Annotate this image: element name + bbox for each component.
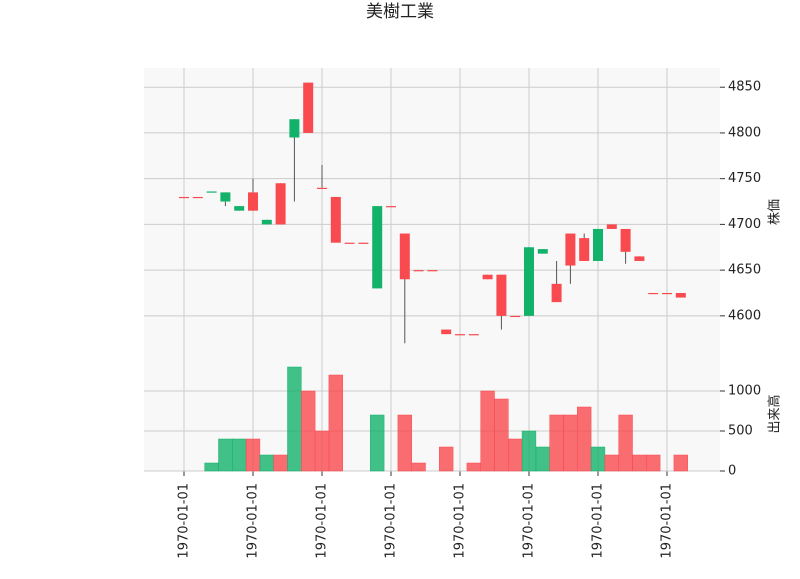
volume-bar <box>646 454 661 472</box>
candle-body <box>524 247 534 316</box>
candle-body <box>510 315 521 318</box>
candle-body <box>413 270 424 272</box>
candle-body <box>179 196 189 199</box>
candle-body <box>468 334 479 336</box>
y-tick-label: 4800 <box>728 125 761 140</box>
volume-bar <box>590 446 606 472</box>
candle-body <box>606 224 617 229</box>
volume-bar <box>521 430 537 472</box>
volume-bar <box>287 366 302 472</box>
candle-body <box>261 219 272 225</box>
x-tick-label: 1970-01-01 <box>591 483 606 559</box>
volume-bar <box>314 430 330 472</box>
x-tick-label: 1970-01-01 <box>660 483 675 559</box>
price-panel <box>144 68 720 357</box>
x-tick-label: 1970-01-01 <box>522 483 537 559</box>
y2-tick-label: 500 <box>728 424 753 439</box>
volume-bar <box>328 374 343 472</box>
candle-body <box>248 192 258 211</box>
candle-body <box>220 192 231 202</box>
candle-body <box>565 233 576 266</box>
volume-bar <box>301 390 316 472</box>
y-axis-label: 株価 <box>768 199 783 225</box>
candle-body <box>551 283 562 303</box>
volume-bar <box>480 390 495 472</box>
candle-body <box>317 187 327 190</box>
volume-bar <box>508 438 523 472</box>
candle-body <box>372 206 383 289</box>
candle-body <box>579 238 590 261</box>
candle-body <box>427 270 438 272</box>
x-tick-label: 1970-01-01 <box>384 483 399 559</box>
y-tick-label: 4650 <box>728 263 761 278</box>
candle-body <box>289 119 300 138</box>
candle-body <box>234 206 245 211</box>
chart-title: 美樹工業 <box>366 2 434 22</box>
candle-body <box>303 82 314 133</box>
candle-body <box>441 329 452 335</box>
x-tick-label: 1970-01-01 <box>246 483 261 559</box>
y2-tick-label: 1000 <box>728 384 761 399</box>
y2-tick-label: 0 <box>728 464 736 479</box>
volume-bar <box>204 462 219 472</box>
candle-body <box>358 242 369 244</box>
volume-bar <box>439 446 454 472</box>
candle-body <box>399 233 410 280</box>
volume-bar <box>563 414 578 472</box>
candle-body <box>344 242 355 244</box>
volume-bar <box>632 454 647 472</box>
volume-bar <box>549 414 564 472</box>
volume-bar <box>673 454 688 472</box>
candle-body <box>455 334 465 336</box>
y-tick-label: 4700 <box>728 217 761 232</box>
candle-body <box>192 196 203 199</box>
volume-bar <box>273 454 288 472</box>
candle-body <box>675 292 686 298</box>
volume-bar <box>577 406 592 472</box>
candle-body <box>206 191 217 193</box>
x-tick-label: 1970-01-01 <box>177 483 192 559</box>
volume-bar <box>494 398 509 472</box>
y2-axis-label: 出来高 <box>767 394 783 433</box>
y-tick-label: 4750 <box>728 171 761 186</box>
volume-bar <box>604 454 619 472</box>
volume-bar <box>259 454 274 472</box>
candle-body <box>620 228 631 252</box>
candle-body <box>593 228 603 261</box>
volume-bar <box>232 438 247 472</box>
volume-bar <box>535 446 550 472</box>
y-tick-label: 4850 <box>728 80 761 95</box>
volume-bar <box>245 438 261 472</box>
candle-body <box>648 292 659 295</box>
candle-body <box>330 196 341 243</box>
candle-body <box>634 256 645 261</box>
volume-bar <box>397 414 412 472</box>
y-tick-label: 4600 <box>728 308 761 323</box>
candle-body <box>275 183 286 225</box>
volume-bar <box>618 414 633 472</box>
volume-bar <box>370 414 385 472</box>
volume-bar <box>218 438 233 472</box>
volume-bar <box>411 462 426 472</box>
candle-body <box>537 249 548 254</box>
candle-body <box>496 274 507 316</box>
volume-bar <box>466 462 481 472</box>
x-tick-label: 1970-01-01 <box>315 483 330 559</box>
candle-body <box>482 274 493 280</box>
candle-body <box>386 206 396 208</box>
candle-body <box>662 292 672 295</box>
x-tick-label: 1970-01-01 <box>453 483 468 559</box>
